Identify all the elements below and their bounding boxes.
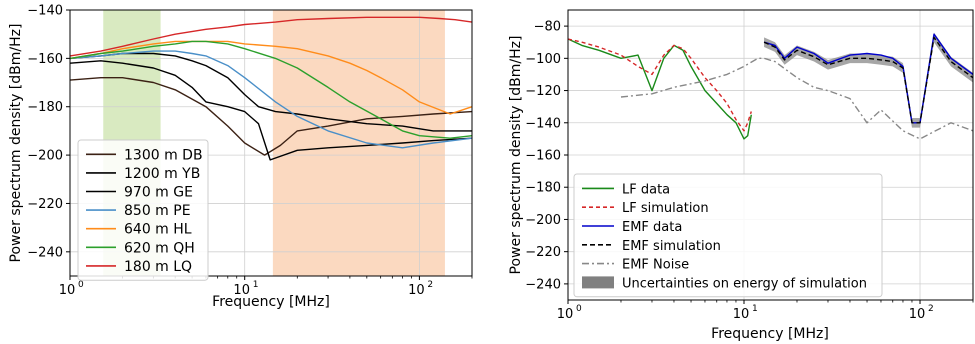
y-tick-label: −220 <box>27 197 63 212</box>
legend-label: 1300 m DB <box>124 147 203 163</box>
chart-left: 10 0 10 1 10 2 −140−160−180−200−220−240 Frequ… <box>8 4 473 310</box>
y-tick-label: −80 <box>534 20 561 35</box>
legend-label: 180 m LQ <box>124 259 192 275</box>
y-tick-label: −220 <box>525 245 561 260</box>
y-tick-label: −100 <box>525 52 561 67</box>
series-line-1 <box>568 38 752 132</box>
series-line-6 <box>70 16 472 57</box>
legend-left: 1300 m DB 1200 m YB 970 m GE 850 m PE 640 m … <box>77 139 209 281</box>
x-tick-exponent: 2 <box>928 304 934 314</box>
legend-right: LF data LF simulation EMF data EMF simulati… <box>573 173 883 298</box>
shaded-band-1 <box>272 10 445 276</box>
legend-label: 850 m PE <box>124 203 191 219</box>
series-line-5 <box>70 40 472 139</box>
y-tick-label: −160 <box>525 149 561 164</box>
legend-label: EMF simulation <box>622 239 721 254</box>
legend-label: 1200 m YB <box>124 166 200 182</box>
series-lines <box>70 16 472 161</box>
x-tick-exponent: 0 <box>576 304 582 314</box>
y-tick-label: −200 <box>525 213 561 228</box>
legend-label: Uncertainties on energy of simulation <box>622 276 867 291</box>
x-tick-label: 10 <box>909 307 926 322</box>
legend-label: EMF data <box>622 220 682 235</box>
y-axis-label-right: Power spectrum density [dBm/Hz] <box>508 36 524 275</box>
legend-label: EMF Noise <box>622 258 689 273</box>
series-line-3 <box>70 50 472 149</box>
y-tick-label: −160 <box>27 52 63 67</box>
x-axis-label-right: Frequency [MHz] <box>711 326 829 342</box>
y-tick-label: −200 <box>27 149 63 164</box>
y-tick-label: −140 <box>27 4 63 19</box>
series-lines <box>568 33 973 140</box>
series-line-0 <box>70 76 472 156</box>
x-tick-exponent: 0 <box>78 280 84 290</box>
y-axis-label-left: Power spectrum density [dBm/Hz] <box>8 24 24 263</box>
y-tick-label: −140 <box>525 116 561 131</box>
y-ticks-left: −140 −160 −180 −200 −220 −240 <box>27 4 70 260</box>
legend-box <box>77 139 209 281</box>
x-ticks-left: 10 0 10 1 10 2 <box>59 276 473 298</box>
x-tick-label: 10 <box>233 283 250 298</box>
series-line-4 <box>70 40 472 115</box>
y-tick-label: −180 <box>525 181 561 196</box>
plot-frame-left <box>69 9 473 277</box>
legend-label: 970 m GE <box>124 185 193 201</box>
legend-label: LF data <box>622 182 670 197</box>
uncertainty-area <box>764 32 973 128</box>
x-tick-exponent: 2 <box>427 280 433 290</box>
shaded-bands <box>103 10 445 276</box>
legend-label: LF simulation <box>622 201 709 216</box>
chart-right: 10 0 10 1 10 2 −80−100−120−140−160−180−200−22… <box>508 9 974 342</box>
y-ticks-right: −80 −100 −120 −140 −160 −180 −200 −220 −240 <box>525 20 568 292</box>
x-ticks-right: 10 0 10 1 10 2 <box>557 300 974 322</box>
y-tick-label: −240 <box>27 245 63 260</box>
x-axis-label-left: Frequency [MHz] <box>212 294 330 310</box>
y-tick-label: −240 <box>525 277 561 292</box>
series-line-4 <box>620 57 973 140</box>
x-tick-label: 10 <box>408 283 425 298</box>
series-line-3 <box>763 36 973 124</box>
x-tick-exponent: 1 <box>253 280 259 290</box>
y-tick-label: −120 <box>525 84 561 99</box>
series-line-2 <box>70 52 472 132</box>
x-tick-label: 10 <box>733 307 750 322</box>
legend-label: 620 m QH <box>124 240 195 256</box>
uncertainty-band <box>764 32 973 128</box>
legend-box <box>573 173 883 298</box>
legend-label: 640 m HL <box>124 222 192 238</box>
x-tick-label: 10 <box>557 307 574 322</box>
x-tick-exponent: 1 <box>752 304 758 314</box>
series-line-0 <box>568 38 752 140</box>
x-tick-label: 10 <box>59 283 76 298</box>
y-tick-label: −180 <box>27 100 63 115</box>
legend-swatch <box>582 276 614 289</box>
